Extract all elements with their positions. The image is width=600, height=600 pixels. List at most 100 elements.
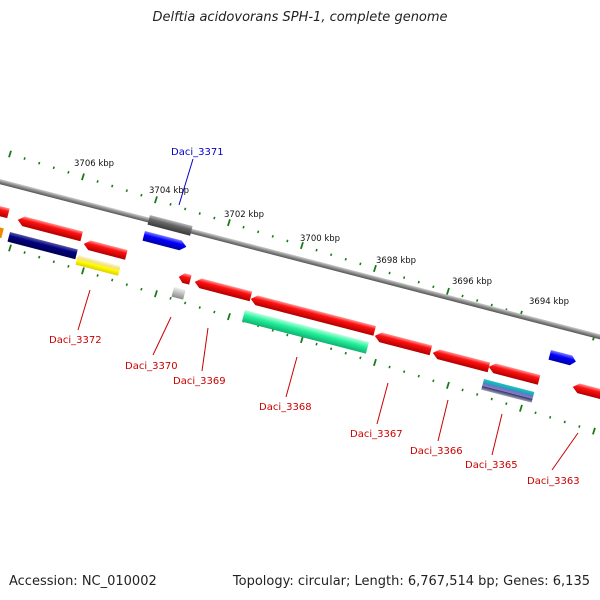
scale-label-3698: 3698 kbp (376, 256, 416, 266)
inner-tick-minor (563, 420, 566, 424)
gene-daci-3372-yellow[interactable] (75, 255, 121, 276)
gene-daci-3366-red[interactable] (373, 331, 433, 356)
accession-text: Accession: NC_010002 (9, 574, 157, 589)
inner-tick-major (8, 244, 12, 252)
gene-daci-3363-red[interactable] (571, 382, 600, 402)
gene-label-daci-3370[interactable]: Daci_3370 (125, 361, 178, 372)
inner-tick-minor (111, 278, 114, 282)
outer-tick-minor (184, 207, 187, 211)
inner-tick-minor (52, 260, 55, 264)
scale-label-3706: 3706 kbp (74, 159, 114, 169)
outer-tick-minor (96, 180, 99, 183)
inner-tick-minor (476, 393, 479, 396)
scale-label-3702: 3702 kbp (224, 210, 264, 220)
outer-tick-minor (359, 262, 362, 266)
gene-daci-3370-light[interactable] (171, 287, 186, 300)
outer-tick-minor (315, 248, 318, 252)
gene-daci-3372-navy[interactable] (7, 232, 78, 260)
leader-daci-3366 (437, 399, 449, 442)
outer-tick-major (446, 287, 450, 295)
outer-tick-minor (461, 294, 464, 298)
inner-tick-minor (169, 296, 172, 300)
inner-tick-minor (534, 411, 537, 415)
outer-tick-minor (286, 239, 289, 243)
gene-label-daci-3371[interactable]: Daci_3371 (171, 147, 224, 158)
gene-label-daci-3369[interactable]: Daci_3369 (173, 376, 226, 387)
inner-tick-minor (271, 329, 274, 332)
inner-tick-minor (505, 402, 508, 406)
outer-tick-minor (198, 212, 201, 215)
gene-red-small[interactable] (177, 272, 192, 285)
leader-daci-3369 (201, 327, 209, 372)
outer-tick-minor (330, 253, 333, 257)
leader-daci-3371 (178, 158, 194, 206)
inner-tick-minor (432, 379, 435, 383)
gene-daci-3366b-red[interactable] (431, 348, 491, 373)
inner-tick-major (519, 404, 523, 412)
gene-orange-edge[interactable] (0, 227, 4, 239)
outer-tick-minor (476, 299, 479, 302)
inner-tick-minor (359, 356, 362, 360)
outer-tick-minor (23, 157, 26, 160)
outer-tick-minor (388, 271, 391, 275)
outer-tick-minor (242, 225, 245, 229)
gene-labels: Daci_3371 Daci_3372 Daci_3370 Daci_3369 … (49, 147, 580, 487)
gene-red-long-left[interactable] (16, 215, 83, 242)
gene-label-daci-3368[interactable]: Daci_3368 (259, 402, 312, 413)
inner-tick-major (227, 313, 231, 321)
inner-tick-minor (67, 264, 70, 268)
gene-label-daci-3365[interactable]: Daci_3365 (465, 460, 518, 471)
outer-tick-major (300, 241, 304, 250)
inner-tick-minor (38, 255, 41, 259)
leader-daci-3370 (152, 316, 172, 356)
gene-daci-3371-arrow[interactable] (142, 231, 187, 252)
gene-daci-3365-multicolor[interactable] (481, 379, 535, 403)
outer-tick-minor (417, 280, 420, 284)
inner-tick-minor (140, 287, 143, 291)
outer-tick-major (227, 219, 231, 227)
inner-tick-minor (344, 351, 347, 355)
inner-tick-minor (96, 274, 99, 277)
gene-left-red-edge[interactable] (0, 203, 10, 219)
gene-daci-3371-gray[interactable] (147, 215, 193, 236)
outer-tick-minor (52, 166, 55, 170)
leader-daci-3367 (376, 382, 389, 425)
scale-label-3696: 3696 kbp (452, 277, 492, 287)
inner-tick-minor (286, 333, 289, 337)
gene-daci-3367-red[interactable] (249, 294, 376, 336)
outer-tick-minor (213, 216, 216, 220)
inner-tick-minor (213, 310, 216, 314)
inner-tick-minor (578, 425, 581, 428)
outer-tick-minor (257, 230, 260, 234)
inner-tick-minor (417, 374, 420, 378)
gene-label-daci-3366[interactable]: Daci_3366 (410, 446, 463, 457)
topology-summary: Topology: circular; Length: 6,767,514 bp… (232, 574, 590, 589)
leader-daci-3365 (491, 413, 503, 456)
gene-label-daci-3372[interactable]: Daci_3372 (49, 335, 102, 346)
outer-tick-minor (344, 257, 347, 261)
gene-label-daci-3363[interactable]: Daci_3363 (527, 476, 580, 487)
outer-tick-major (373, 264, 377, 273)
outer-tick-major (8, 150, 12, 158)
inner-tick-minor (330, 347, 333, 351)
inner-tick-major (592, 427, 596, 435)
gene-daci-3369-red[interactable] (193, 277, 253, 302)
inner-tick-minor (549, 415, 552, 419)
outer-tick-minor (432, 285, 435, 289)
inner-tick-major (446, 381, 450, 389)
inner-tick-minor (388, 365, 391, 369)
gene-label-daci-3367[interactable]: Daci_3367 (350, 429, 403, 440)
inner-tick-minor (184, 301, 187, 305)
inner-tick-minor (315, 342, 318, 346)
gene-daci-3365-red[interactable] (487, 362, 541, 385)
forward-strand-genes (142, 215, 577, 366)
leader-daci-3368 (285, 356, 298, 398)
outer-tick-minor (169, 202, 172, 206)
inner-tick-major (154, 290, 158, 298)
outer-tick-minor (111, 184, 114, 188)
inner-tick-minor (198, 306, 201, 309)
gene-daci-3368-green[interactable] (241, 310, 369, 354)
inner-tick-minor (461, 388, 464, 392)
gene-forward-blue-right[interactable] (548, 350, 577, 366)
gene-red-short-left[interactable] (82, 239, 128, 260)
